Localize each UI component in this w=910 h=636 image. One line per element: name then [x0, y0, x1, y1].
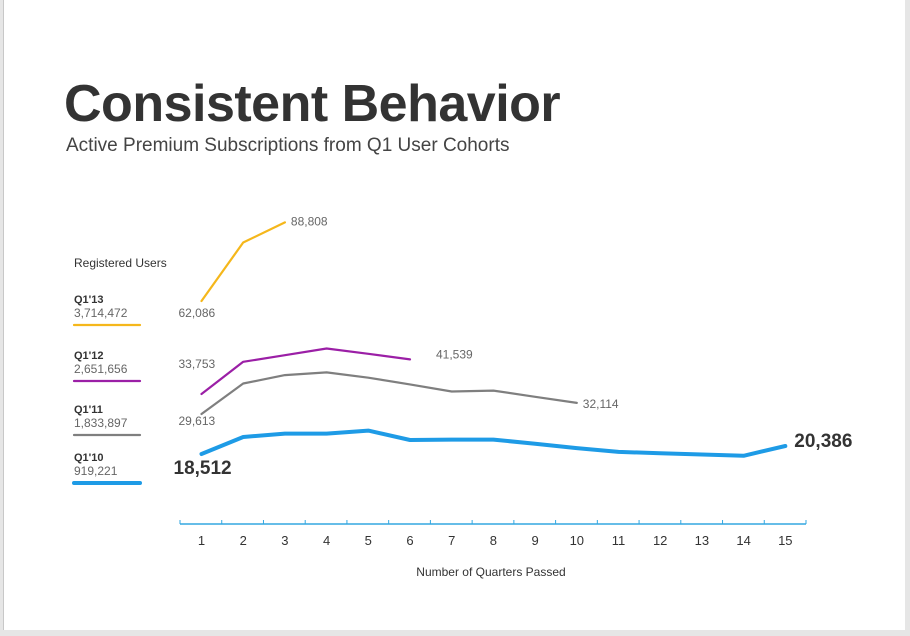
legend-item: Q1'122,651,656: [72, 350, 142, 383]
data-label: 62,086: [179, 306, 216, 320]
data-label: 88,808: [291, 214, 328, 228]
x-tick-label: 9: [531, 533, 538, 548]
x-tick-label: 12: [653, 533, 667, 548]
legend-registered-users: 2,651,656: [74, 362, 128, 376]
x-tick-label: 11: [612, 533, 626, 548]
legend: Q1'133,714,472 Q1'122,651,656 Q1'111,833,8…: [72, 294, 142, 485]
x-tick-label: 10: [570, 533, 584, 548]
series-1: 62,086 88,808: [179, 214, 328, 320]
legend-registered-users: 1,833,897: [74, 416, 128, 430]
legend-registered-users: 919,221: [74, 464, 118, 478]
x-tick-label: 13: [695, 533, 709, 548]
slide: Consistent Behavior Active Premium Subsc…: [3, 0, 905, 630]
data-label: 33,753: [179, 357, 216, 371]
x-tick-label: 5: [365, 533, 372, 548]
x-axis-title: Number of Quarters Passed: [416, 565, 565, 579]
legend-series-name: Q1'10: [74, 452, 104, 464]
legend-series-name: Q1'13: [74, 294, 104, 306]
x-tick-label: 6: [406, 533, 413, 548]
data-label: 29,613: [179, 414, 216, 428]
data-label: 32,114: [583, 397, 619, 411]
legend-series-name: Q1'12: [74, 350, 104, 362]
x-tick-label: 3: [281, 533, 288, 548]
chart-title: Consistent Behavior: [64, 75, 561, 133]
x-tick-label: 8: [490, 533, 497, 548]
series-line: [200, 371, 578, 416]
x-tick-label: 1: [198, 533, 205, 548]
series-line: [199, 428, 788, 458]
data-label: 20,386: [794, 431, 852, 452]
legend-title: Registered Users: [74, 256, 167, 270]
series-line: [200, 347, 412, 396]
x-axis: 1 2 3 4 5 6 7 8 9 10 11 12 13 14 15: [179, 520, 807, 548]
x-tick-label: 15: [778, 533, 792, 548]
legend-item: Q1'133,714,472: [72, 294, 142, 327]
legend-series-name: Q1'11: [74, 404, 103, 416]
series-line: [200, 221, 286, 303]
legend-registered-users: 3,714,472: [74, 306, 128, 320]
series-layer: 62,086 88,808 33,753 41,539 29,613 32,114 18,5…: [174, 214, 853, 479]
line-chart: Registered Users Q1'133,714,472 Q1'122,65…: [72, 214, 853, 579]
x-tick-label: 2: [240, 533, 247, 548]
series-4: 18,512 20,386: [174, 428, 852, 479]
data-label: 41,539: [436, 347, 473, 361]
x-tick-label: 14: [736, 533, 750, 548]
series-2: 33,753 41,539: [179, 347, 473, 396]
x-tick-label: 7: [448, 533, 455, 548]
series-3: 29,613 32,114: [179, 371, 619, 428]
x-tick-label: 4: [323, 533, 330, 548]
chart-subtitle: Active Premium Subscriptions from Q1 Use…: [66, 135, 510, 156]
legend-item: Q1'111,833,897: [72, 404, 142, 437]
data-label: 18,512: [174, 458, 232, 479]
